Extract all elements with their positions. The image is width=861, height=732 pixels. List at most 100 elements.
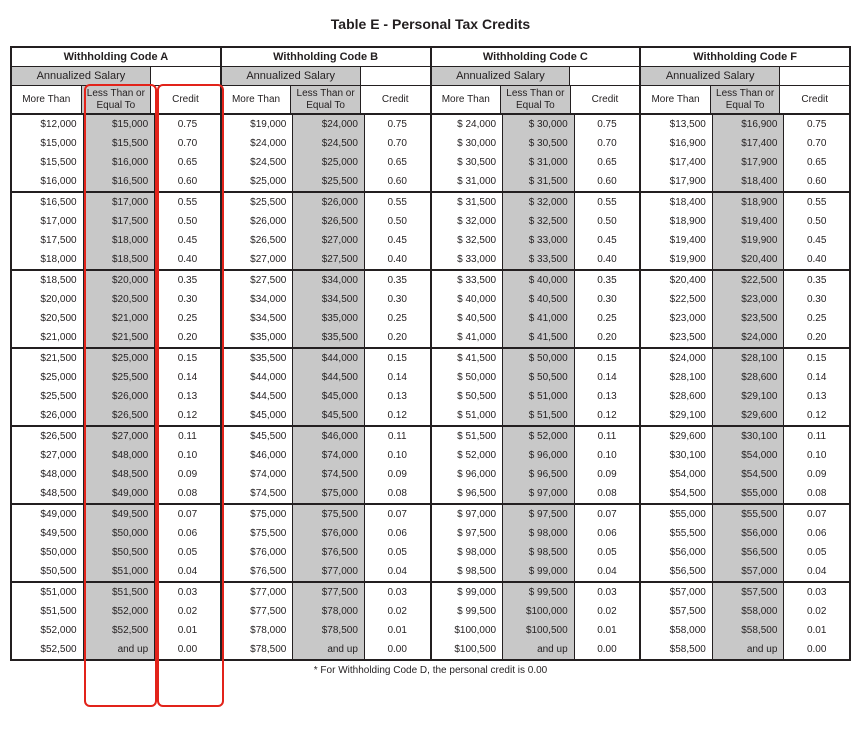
cell-credit: 0.50 <box>575 212 640 231</box>
cell-credit: 0.00 <box>155 640 220 659</box>
row-group: $ 33,500$ 40,0000.35$ 40,000$ 40,5000.30… <box>432 271 640 349</box>
cell-more-than: $17,500 <box>12 231 84 250</box>
table-row: $16,000$16,5000.60 <box>12 172 220 191</box>
cell-credit: 0.08 <box>784 484 849 503</box>
cell-credit: 0.65 <box>155 153 220 172</box>
cell-credit: 0.01 <box>784 621 849 640</box>
cell-more-than: $44,000 <box>222 368 294 387</box>
table-row: $18,900$19,4000.50 <box>641 212 849 231</box>
row-group: $57,000$57,5000.03$57,500$58,0000.02$58,… <box>641 583 849 659</box>
annualized-header: Annualized Salary <box>641 67 780 85</box>
cell-credit: 0.65 <box>784 153 849 172</box>
annualized-header: Annualized Salary <box>222 67 361 85</box>
table-row: $13,500$16,9000.75 <box>641 115 849 134</box>
cell-more-than: $23,000 <box>641 309 713 328</box>
table-row: $ 97,500$ 98,0000.06 <box>432 524 640 543</box>
row-group: $18,400$18,9000.55$18,900$19,4000.50$19,… <box>641 193 849 271</box>
cell-credit: 0.04 <box>575 562 640 581</box>
cell-less-than: $26,500 <box>84 406 156 425</box>
cell-credit: 0.35 <box>575 271 640 290</box>
cell-less-than: $50,500 <box>84 543 156 562</box>
cell-credit: 0.11 <box>784 427 849 446</box>
cell-less-than: $35,000 <box>293 309 365 328</box>
cell-credit: 0.04 <box>155 562 220 581</box>
cell-more-than: $22,500 <box>641 290 713 309</box>
cell-less-than: and up <box>713 640 785 659</box>
cell-more-than: $48,000 <box>12 465 84 484</box>
table-row: $77,000$77,5000.03 <box>222 583 430 602</box>
cell-less-than: $28,600 <box>713 368 785 387</box>
cell-less-than: $20,400 <box>713 250 785 269</box>
code-block: Withholding Code BAnnualized SalaryMore … <box>222 48 432 659</box>
cell-more-than: $27,000 <box>12 446 84 465</box>
table-row: $16,900$17,4000.70 <box>641 134 849 153</box>
cell-more-than: $17,000 <box>12 212 84 231</box>
cell-less-than: $18,400 <box>713 172 785 191</box>
cell-credit: 0.05 <box>784 543 849 562</box>
cell-more-than: $55,000 <box>641 505 713 524</box>
table-row: $46,000$74,0000.10 <box>222 446 430 465</box>
cell-credit: 0.35 <box>365 271 430 290</box>
row-group: $51,000$51,5000.03$51,500$52,0000.02$52,… <box>12 583 220 659</box>
row-group: $16,500$17,0000.55$17,000$17,5000.50$17,… <box>12 193 220 271</box>
cell-less-than: $29,600 <box>713 406 785 425</box>
cell-more-than: $ 30,000 <box>432 134 504 153</box>
table-row: $58,000$58,5000.01 <box>641 621 849 640</box>
cell-less-than: $17,000 <box>84 193 156 212</box>
cell-more-than: $51,000 <box>12 583 84 602</box>
cell-credit: 0.25 <box>155 309 220 328</box>
cell-credit: 0.75 <box>155 115 220 134</box>
table-row: $27,000$27,5000.40 <box>222 250 430 269</box>
cell-less-than: and up <box>84 640 156 659</box>
table-row: $44,500$45,0000.13 <box>222 387 430 406</box>
table-row: $26,000$26,5000.12 <box>12 406 220 425</box>
cell-more-than: $ 33,000 <box>432 250 504 269</box>
cell-credit: 0.11 <box>575 427 640 446</box>
cell-more-than: $46,000 <box>222 446 294 465</box>
table-row: $74,500$75,0000.08 <box>222 484 430 503</box>
cell-credit: 0.02 <box>575 602 640 621</box>
cell-credit: 0.12 <box>575 406 640 425</box>
cell-more-than: $ 40,500 <box>432 309 504 328</box>
cell-less-than: $20,500 <box>84 290 156 309</box>
cell-credit: 0.04 <box>784 562 849 581</box>
row-group: $29,600$30,1000.11$30,100$54,0000.10$54,… <box>641 427 849 505</box>
table-row: $15,000$15,5000.70 <box>12 134 220 153</box>
table-row: $ 40,000$ 40,5000.30 <box>432 290 640 309</box>
cell-more-than: $54,500 <box>641 484 713 503</box>
cell-more-than: $50,500 <box>12 562 84 581</box>
table-row: $16,500$17,0000.55 <box>12 193 220 212</box>
cell-more-than: $45,000 <box>222 406 294 425</box>
cell-more-than: $78,000 <box>222 621 294 640</box>
cell-less-than: $45,500 <box>293 406 365 425</box>
cell-credit: 0.13 <box>784 387 849 406</box>
cell-more-than: $76,500 <box>222 562 294 581</box>
cell-more-than: $44,500 <box>222 387 294 406</box>
cell-less-than: $19,900 <box>713 231 785 250</box>
cell-credit: 0.30 <box>784 290 849 309</box>
cell-less-than: $ 33,500 <box>503 250 575 269</box>
cell-less-than: $26,000 <box>84 387 156 406</box>
cell-credit: 0.60 <box>365 172 430 191</box>
cell-less-than: $50,000 <box>84 524 156 543</box>
cell-less-than: $21,000 <box>84 309 156 328</box>
cell-less-than: $ 52,000 <box>503 427 575 446</box>
table-row: $ 40,500$ 41,0000.25 <box>432 309 640 328</box>
cell-credit: 0.10 <box>575 446 640 465</box>
cell-less-than: $27,500 <box>293 250 365 269</box>
cell-less-than: $ 32,500 <box>503 212 575 231</box>
cell-credit: 0.02 <box>784 602 849 621</box>
table-row: $49,000$49,5000.07 <box>12 505 220 524</box>
cell-less-than: $ 33,000 <box>503 231 575 250</box>
cell-more-than: $35,500 <box>222 349 294 368</box>
table-row: $ 30,500$ 31,0000.65 <box>432 153 640 172</box>
cell-less-than: $ 51,500 <box>503 406 575 425</box>
cell-more-than: $18,000 <box>12 250 84 269</box>
table-row: $ 96,000$ 96,5000.09 <box>432 465 640 484</box>
cell-credit: 0.14 <box>784 368 849 387</box>
cell-credit: 0.07 <box>575 505 640 524</box>
table-row: $24,000$28,1000.15 <box>641 349 849 368</box>
cell-more-than: $27,000 <box>222 250 294 269</box>
table-row: $55,000$55,5000.07 <box>641 505 849 524</box>
row-group: $20,400$22,5000.35$22,500$23,0000.30$23,… <box>641 271 849 349</box>
